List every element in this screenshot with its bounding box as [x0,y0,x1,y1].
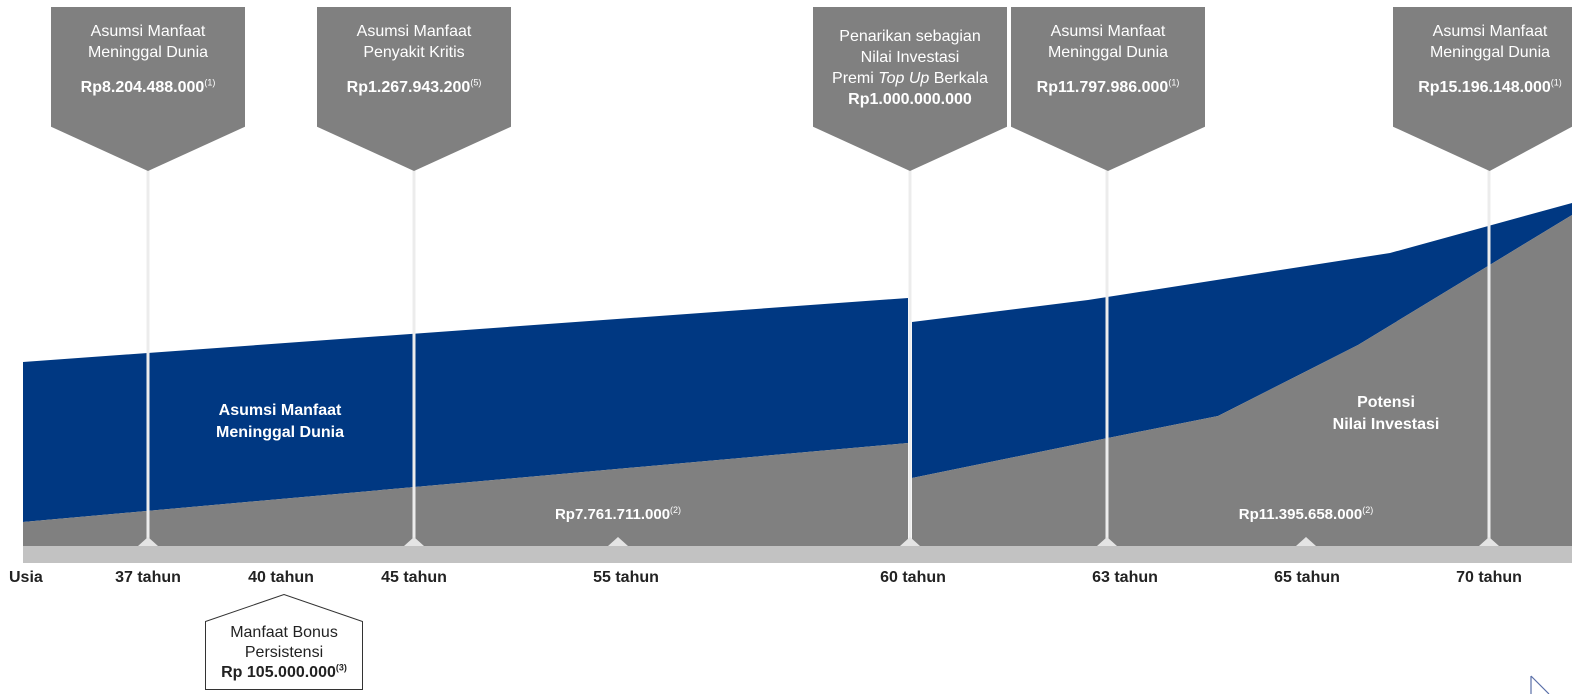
timeline-markers [138,537,1499,546]
age-axis-label: Usia [9,569,43,586]
age-label: 60 tahun [880,569,946,586]
bonus-value: Rp 105.000.000 [221,664,336,681]
bonus-title-line: Persistensi [244,644,324,661]
age-label: 45 tahun [381,569,447,586]
age-label: 40 tahun [248,569,314,586]
timeline-marker [138,537,158,546]
footnote-ref: (1) [1550,77,1562,88]
footnote-ref: (2) [670,505,682,515]
callout-title-line: Meninggal Dunia [87,44,209,61]
footnote-ref: (5) [470,77,482,88]
investment-value-area-label: Potensi Nilai Investasi [1332,394,1440,433]
callout-title-line: Asumsi Manfaat [1050,23,1166,40]
callout-title-line: Penarikan sebagian [839,28,981,45]
investment-value-area-segment [23,443,908,546]
timeline-marker [608,537,628,546]
timeline-marker [1479,537,1499,546]
callout-title-line: Berkala [929,70,988,87]
timeline-marker [1097,537,1117,546]
callout-title-line: Premi [832,70,879,87]
persistency-bonus-callout: Manfaat Bonus Persistensi Rp 105.000.000… [205,594,363,690]
callout-title-line: Asumsi Manfaat [90,23,206,40]
callout-value: Rp1.267.943.200 [346,79,471,96]
callout-value: Rp8.204.488.000 [80,79,205,96]
bonus-title-line: Manfaat Bonus [230,624,338,641]
timeline-marker [1296,537,1316,546]
footnote-ref: (1) [1168,77,1180,88]
footnote-ref: (3) [335,662,347,673]
timeline-marker [900,537,920,546]
investment-value-area-segment [912,215,1572,546]
timeline-bar [23,546,1572,563]
footnote-ref: (2) [1362,505,1374,515]
age-label: 65 tahun [1274,569,1340,586]
death-benefit-area-segment [23,298,908,522]
callout-title-emphasis: Top Up [878,70,930,87]
callout-title-line: Penyakit Kritis [363,44,465,61]
milestone-lines [146,170,1491,546]
age-label: 63 tahun [1092,569,1158,586]
callout-title-line: Asumsi Manfaat [1432,23,1548,40]
callout-value: Rp15.196.148.000 [1418,79,1551,96]
callout-value: Rp11.797.986.000 [1036,79,1169,96]
age-label: 37 tahun [115,569,181,586]
age-label: 55 tahun [593,569,659,586]
callout-title-line: Meninggal Dunia [1429,44,1551,61]
callout-value: Rp1.000.000.000 [848,91,972,108]
investment-value-65: Rp11.395.658.000(2) [1238,505,1374,524]
bonus-callout-frame [205,594,363,690]
callout-title-line: Nilai Investasi [860,49,960,66]
callout-title-line: Asumsi Manfaat [356,23,472,40]
death-benefit-area-segment [912,203,1572,478]
callout-title-line: Meninggal Dunia [1047,44,1169,61]
death-benefit-area-label: Asumsi Manfaat Meninggal Dunia [216,402,344,441]
age-label: 70 tahun [1456,569,1522,586]
arrow-corner-icon [1530,675,1550,694]
timeline-marker [404,537,424,546]
footnote-ref: (1) [204,77,216,88]
investment-value-55: Rp7.761.711.000(2) [554,505,682,524]
